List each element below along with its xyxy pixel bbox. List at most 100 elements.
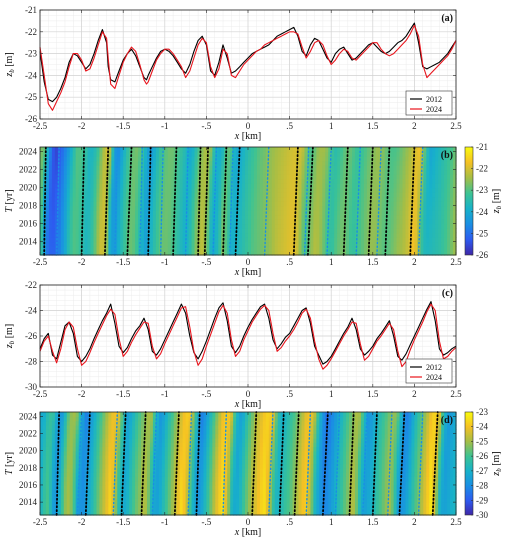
heatmap-cell bbox=[307, 160, 311, 166]
heatmap-cell bbox=[429, 183, 433, 189]
heatmap-cell bbox=[346, 183, 350, 189]
heatmap-cell bbox=[48, 241, 53, 247]
heatmap-cell bbox=[447, 250, 451, 256]
heatmap-cell bbox=[60, 250, 65, 256]
heatmap-cell bbox=[316, 205, 320, 211]
x-tick-label: -.5 bbox=[202, 121, 212, 131]
heatmap-cell bbox=[108, 493, 112, 499]
heatmap-cell bbox=[123, 219, 127, 225]
heatmap-cell bbox=[185, 151, 190, 157]
heatmap-cell bbox=[146, 156, 151, 162]
y-tick-label: -21 bbox=[25, 5, 37, 15]
heatmap-cell bbox=[313, 493, 317, 499]
heatmap-cell bbox=[40, 151, 44, 157]
heatmap-cell bbox=[369, 201, 374, 207]
heatmap-cell bbox=[340, 178, 344, 184]
heatmap-cell bbox=[405, 151, 410, 157]
heatmap-cell bbox=[209, 246, 213, 252]
heatmap-cell bbox=[57, 174, 62, 180]
heatmap-cell bbox=[96, 510, 101, 516]
heatmap-cell bbox=[349, 510, 353, 516]
heatmap-cell bbox=[384, 156, 389, 162]
heatmap-cell bbox=[331, 196, 335, 202]
heatmap-cell bbox=[66, 480, 71, 486]
x-tick-label: .5 bbox=[286, 389, 293, 399]
heatmap-cell bbox=[188, 250, 193, 256]
x-tick-label: .5 bbox=[286, 121, 293, 131]
heatmap-cell bbox=[111, 476, 115, 482]
heatmap-cell bbox=[179, 246, 184, 252]
heatmap-cell bbox=[357, 241, 362, 247]
heatmap-cell bbox=[331, 210, 335, 216]
heatmap-cell bbox=[60, 237, 65, 243]
heatmap-cell bbox=[221, 480, 225, 486]
heatmap-cell bbox=[105, 232, 109, 238]
heatmap-cell bbox=[114, 156, 118, 162]
heatmap-cell bbox=[78, 250, 83, 256]
heatmap-cell bbox=[57, 201, 62, 207]
heatmap-cell bbox=[265, 489, 270, 495]
heatmap-cell bbox=[340, 165, 344, 171]
heatmap-cell bbox=[203, 502, 207, 508]
heatmap-cell bbox=[114, 489, 118, 495]
heatmap-cell bbox=[66, 147, 71, 153]
heatmap-cell bbox=[63, 147, 68, 153]
heatmap-cell bbox=[387, 250, 392, 256]
heatmap-cell bbox=[402, 178, 407, 184]
heatmap-cell bbox=[271, 223, 276, 229]
heatmap-cell bbox=[387, 214, 392, 220]
heatmap-cell bbox=[227, 169, 231, 175]
heatmap-cell bbox=[268, 241, 273, 247]
heatmap-cell bbox=[402, 480, 407, 486]
heatmap-cell bbox=[423, 241, 427, 247]
heatmap-cell bbox=[63, 187, 68, 193]
heatmap-cell bbox=[194, 476, 199, 482]
heatmap-cell bbox=[372, 223, 377, 229]
heatmap-cell bbox=[138, 228, 142, 234]
heatmap-cell bbox=[203, 497, 207, 503]
heatmap-cell bbox=[292, 210, 297, 216]
heatmap-cell bbox=[138, 484, 142, 490]
heatmap-cell bbox=[158, 214, 163, 220]
heatmap-cell bbox=[423, 201, 427, 207]
heatmap-cell bbox=[420, 510, 424, 516]
heatmap-cell bbox=[274, 147, 279, 153]
heatmap-cell bbox=[164, 147, 169, 153]
heatmap-cell bbox=[167, 232, 172, 238]
heatmap-cell bbox=[274, 219, 279, 225]
heatmap-cell bbox=[230, 506, 234, 512]
heatmap-cell bbox=[441, 497, 445, 503]
heatmap-cell bbox=[408, 506, 413, 512]
heatmap-cell bbox=[393, 165, 398, 171]
heatmap-cell bbox=[331, 214, 335, 220]
heatmap-cell bbox=[414, 151, 418, 157]
heatmap-cell bbox=[188, 223, 193, 229]
heatmap-cell bbox=[48, 237, 53, 243]
heatmap-cell bbox=[242, 156, 246, 162]
heatmap-cell bbox=[117, 489, 121, 495]
x-axis-label: x [km] bbox=[234, 131, 261, 142]
heatmap-cell bbox=[194, 178, 199, 184]
heatmap-cell bbox=[149, 178, 154, 184]
heatmap-cell bbox=[155, 228, 160, 234]
heatmap-cell bbox=[123, 223, 127, 229]
heatmap-cell bbox=[164, 196, 169, 202]
heatmap-cell bbox=[372, 506, 377, 512]
heatmap-cell bbox=[182, 210, 187, 216]
heatmap-cell bbox=[277, 174, 282, 180]
heatmap-cell bbox=[158, 246, 163, 252]
heatmap-cell bbox=[233, 147, 237, 153]
heatmap-cell bbox=[78, 502, 83, 508]
heatmap-cell bbox=[262, 160, 267, 166]
heatmap-cell bbox=[414, 246, 418, 252]
heatmap-cell bbox=[149, 241, 154, 247]
heatmap-cell bbox=[239, 174, 243, 180]
heatmap-cell bbox=[444, 192, 448, 198]
heatmap-cell bbox=[215, 493, 219, 499]
heatmap-cell bbox=[328, 237, 332, 243]
heatmap-cell bbox=[429, 497, 433, 503]
heatmap-cell bbox=[417, 192, 421, 198]
heatmap-cell bbox=[129, 196, 133, 202]
heatmap-cell bbox=[259, 178, 264, 184]
heatmap-cell bbox=[292, 484, 297, 490]
